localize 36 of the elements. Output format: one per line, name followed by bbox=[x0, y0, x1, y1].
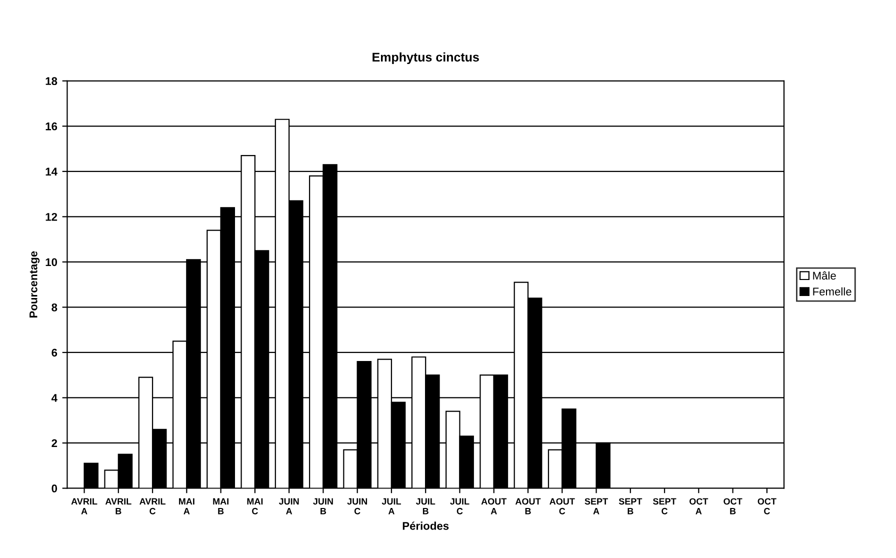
legend-label: Mâle bbox=[813, 271, 836, 280]
x-tick-label: AVRIL A bbox=[71, 498, 98, 514]
x-tick-label: JUIN B bbox=[313, 498, 333, 514]
y-axis-title: Pourcentage bbox=[30, 251, 40, 318]
x-tick-label: AVRIL B bbox=[105, 498, 132, 514]
y-tick-label: 6 bbox=[52, 348, 58, 357]
x-tick-label: JUIN A bbox=[278, 498, 299, 514]
y-tick-label: 18 bbox=[46, 77, 58, 86]
x-tick-label: MAI B bbox=[213, 498, 228, 514]
y-tick-label: 12 bbox=[46, 212, 58, 221]
x-tick-label: OCT A bbox=[690, 498, 708, 514]
x-tick-label: OCT B bbox=[724, 498, 742, 514]
y-tick-label: 0 bbox=[52, 484, 58, 492]
chart-title: Emphytus cinctus bbox=[372, 52, 479, 64]
x-tick-label: AOUT B bbox=[515, 498, 541, 514]
x-tick-label: MAI C bbox=[247, 498, 263, 514]
y-tick-label: 14 bbox=[46, 168, 58, 176]
y-tick-label: 16 bbox=[46, 122, 58, 130]
x-tick-label: AVRIL C bbox=[140, 498, 166, 514]
x-axis-title: Périodes bbox=[402, 522, 449, 530]
legend-label: Femelle bbox=[813, 287, 852, 296]
x-tick-label: JUIL B bbox=[416, 498, 436, 514]
x-tick-label: JUIL C bbox=[450, 498, 470, 514]
y-tick-label: 2 bbox=[52, 439, 58, 448]
x-tick-label: JUIL A bbox=[382, 498, 401, 514]
x-tick-label: AOUT A bbox=[481, 498, 507, 514]
y-tick-label: 4 bbox=[51, 394, 58, 402]
y-tick-label: 8 bbox=[52, 303, 58, 312]
x-tick-label: MAI A bbox=[178, 498, 194, 514]
x-tick-label: AOUT C bbox=[550, 498, 575, 514]
y-tick-label: 10 bbox=[46, 258, 58, 266]
x-tick-label: SEPT C bbox=[653, 498, 676, 514]
x-tick-label: JUIN C bbox=[347, 498, 368, 514]
x-tick-label: SEPT B bbox=[618, 498, 642, 514]
x-tick-label: SEPT A bbox=[584, 498, 608, 514]
x-tick-label: OCT C bbox=[758, 498, 776, 514]
